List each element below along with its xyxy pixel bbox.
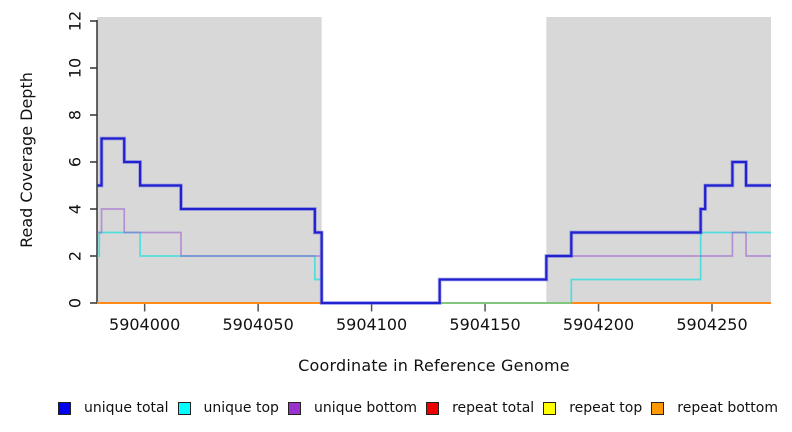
legend-label: unique total: [84, 400, 169, 416]
x-tick-label: 5904250: [676, 315, 747, 334]
x-tick-label: 5904050: [222, 315, 293, 334]
series-unique-top: [97, 231, 771, 304]
legend-swatch-icon: [426, 401, 440, 415]
series-unique-total: [97, 137, 771, 305]
legend-item-repeat-top: repeat top: [543, 400, 642, 416]
legend-swatch-icon: [177, 401, 191, 415]
y-tick-label: 4: [66, 204, 85, 214]
y-tick-label: 6: [66, 157, 85, 167]
x-tick-label: 5904100: [336, 315, 407, 334]
legend-swatch-icon: [543, 401, 557, 415]
y-tick-label: 2: [66, 251, 85, 261]
y-tick-label: 0: [66, 298, 85, 308]
y-tick-label: 10: [66, 58, 85, 78]
x-axis-title: Coordinate in Reference Genome: [298, 356, 570, 375]
y-tick-label: 12: [66, 11, 85, 31]
x-tick-label: 5904200: [563, 315, 634, 334]
legend-item-unique-bottom: unique bottom: [287, 400, 418, 416]
legend: unique total unique top unique bottom repea…: [58, 400, 778, 416]
legend-swatch-icon: [58, 401, 71, 415]
legend-label: unique bottom: [313, 400, 418, 416]
legend-label: unique top: [203, 400, 279, 416]
y-axis-title: Read Coverage Depth: [17, 72, 36, 248]
gray-band-right: [546, 17, 771, 303]
legend-label: repeat top: [569, 400, 643, 416]
x-tick-label: 5904150: [449, 315, 520, 334]
legend-swatch-icon: [651, 401, 665, 415]
legend-label: repeat bottom: [677, 400, 778, 416]
legend-label: repeat total: [452, 400, 535, 416]
legend-item-repeat-total: repeat total: [426, 400, 534, 416]
legend-item-unique-total: unique total: [58, 400, 168, 416]
x-tick-label: 5904000: [109, 315, 180, 334]
y-tick-label: 8: [66, 110, 85, 120]
legend-item-repeat-bottom: repeat bottom: [651, 400, 778, 416]
legend-item-unique-top: unique top: [177, 400, 279, 416]
legend-swatch-icon: [287, 401, 301, 415]
gray-band-left: [97, 17, 322, 303]
